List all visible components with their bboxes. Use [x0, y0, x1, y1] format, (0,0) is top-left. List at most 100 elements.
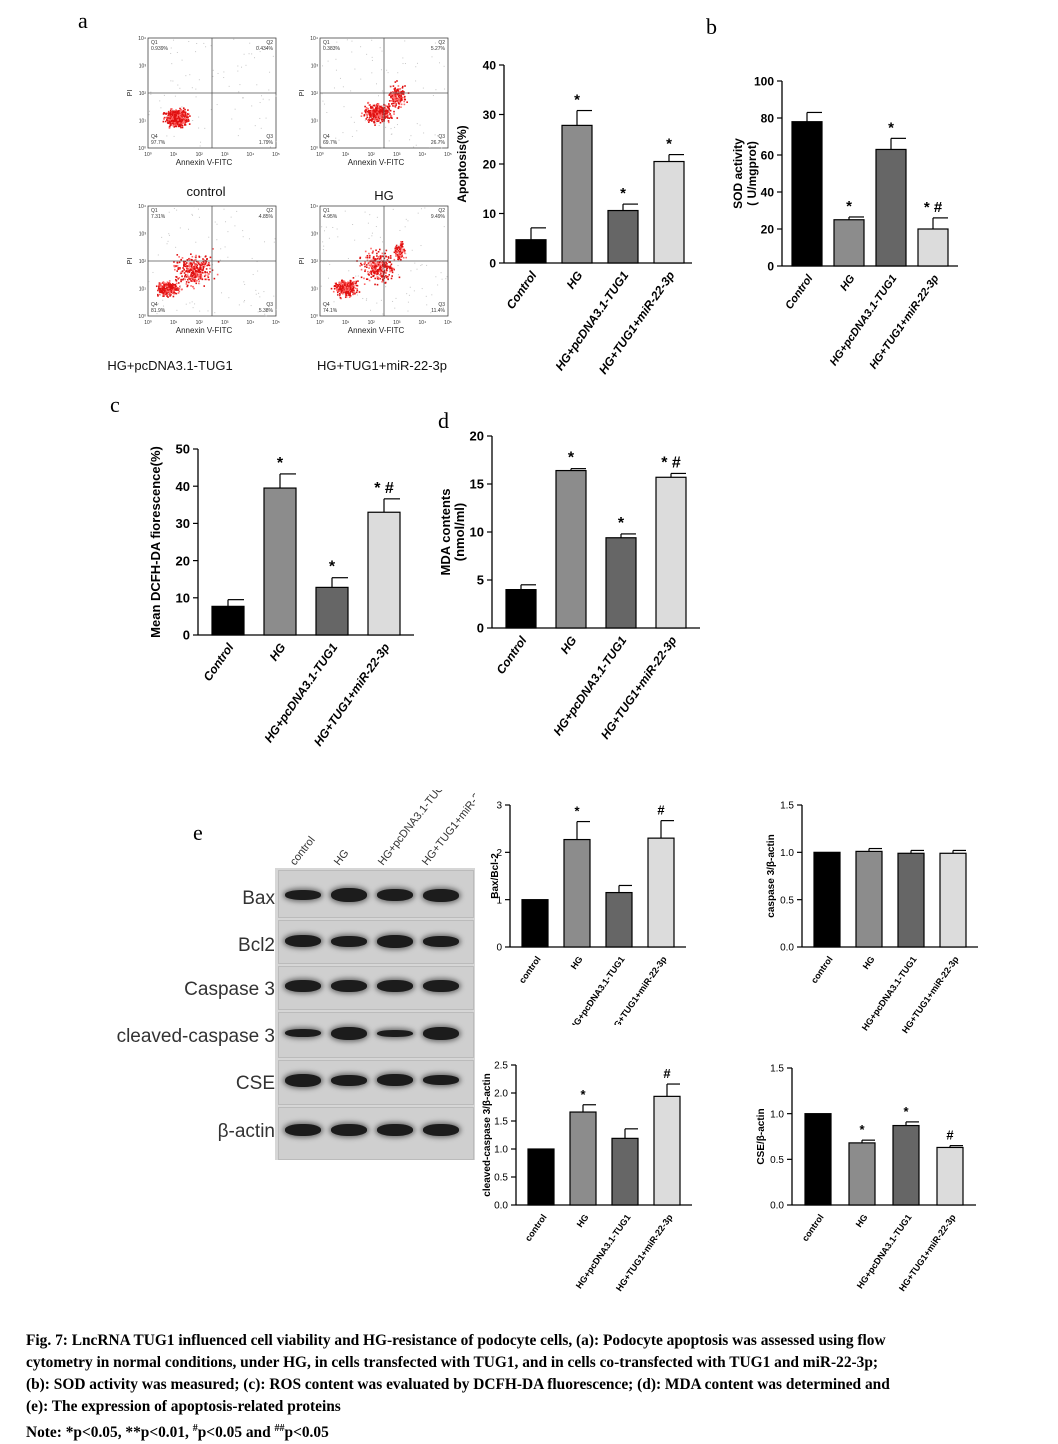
- event-dot: [364, 105, 366, 108]
- event-dot-sparse: [234, 108, 236, 110]
- event-dot-sparse: [216, 104, 218, 106]
- event-dot: [364, 250, 367, 253]
- event-dot: [204, 262, 207, 265]
- event-dot: [166, 295, 168, 297]
- event-dot: [399, 255, 402, 258]
- x-tick-label: 10²: [196, 320, 204, 326]
- event-dot-sparse: [397, 265, 399, 267]
- event-dot: [342, 280, 345, 282]
- event-dot: [392, 100, 395, 103]
- event-dot: [190, 280, 193, 282]
- bar: [211, 605, 245, 636]
- y-tick-label: 10: [470, 525, 484, 540]
- event-dot: [369, 103, 371, 106]
- event-dot-sparse: [258, 292, 260, 294]
- event-dot: [340, 283, 342, 285]
- event-dot: [170, 291, 173, 294]
- event-dot: [375, 117, 378, 120]
- event-dot: [385, 108, 388, 111]
- event-dot: [163, 289, 165, 291]
- quadrant-id: Q2: [438, 208, 445, 214]
- event-dot: [377, 250, 380, 253]
- event-dot: [386, 109, 389, 112]
- significance-mark: *: [580, 1087, 586, 1102]
- event-dot: [178, 111, 181, 113]
- event-dot: [394, 99, 396, 102]
- event-dot: [379, 121, 382, 124]
- event-dot-sparse: [414, 262, 416, 264]
- event-dot: [395, 246, 398, 249]
- event-dot-sparse: [153, 137, 155, 139]
- event-dot: [373, 109, 375, 111]
- event-dot-sparse: [242, 97, 244, 99]
- event-dot: [208, 264, 211, 267]
- event-dot: [174, 113, 177, 116]
- event-dot: [199, 270, 202, 273]
- event-dot: [378, 268, 381, 271]
- x-tick-label: 10³: [393, 152, 401, 158]
- event-dot: [157, 293, 159, 296]
- event-dot: [176, 287, 179, 289]
- flow-plot-name: HG+pcDNA3.1-TUG1: [107, 358, 232, 373]
- event-dot: [168, 126, 171, 128]
- event-dot-sparse: [354, 68, 356, 70]
- event-dot: [175, 123, 177, 126]
- event-dot-sparse: [329, 263, 331, 265]
- event-dot-sparse: [189, 302, 191, 304]
- event-dot: [391, 267, 393, 270]
- event-dot: [375, 112, 377, 115]
- event-dot: [384, 263, 386, 266]
- event-dot: [190, 258, 193, 261]
- event-dot: [162, 295, 164, 297]
- event-dot: [180, 271, 183, 274]
- event-dot: [385, 109, 387, 112]
- event-dot-sparse: [216, 239, 218, 241]
- event-dot-sparse: [364, 211, 366, 213]
- event-dot-sparse: [404, 63, 406, 65]
- event-dot: [194, 269, 197, 272]
- event-dot: [397, 247, 400, 249]
- event-dot-sparse: [181, 277, 183, 279]
- event-dot: [395, 95, 398, 98]
- event-dot-sparse: [379, 236, 381, 238]
- event-dot: [379, 277, 381, 280]
- event-dot: [364, 269, 367, 271]
- event-dot: [390, 91, 392, 94]
- event-dot-sparse: [420, 245, 422, 247]
- event-dot-sparse: [379, 116, 381, 118]
- event-dot-sparse: [362, 298, 364, 300]
- event-dot: [338, 283, 341, 286]
- event-dot: [381, 270, 383, 272]
- event-dot: [197, 262, 200, 264]
- event-dot: [344, 284, 346, 287]
- note-hash-2: ##: [274, 1423, 285, 1434]
- event-dot: [390, 277, 393, 280]
- event-dot-sparse: [198, 216, 200, 218]
- y-tick-label: 10⁰: [310, 146, 318, 152]
- event-dot-sparse: [179, 227, 181, 229]
- event-dot-sparse: [321, 226, 323, 228]
- event-dot: [184, 275, 186, 278]
- y-tick-label: 10: [176, 590, 190, 605]
- event-dot: [345, 291, 348, 294]
- event-dot: [355, 291, 358, 294]
- event-dot: [377, 103, 380, 105]
- blot-band: [331, 980, 367, 992]
- event-dot: [187, 277, 190, 279]
- bar: [527, 1148, 555, 1206]
- event-dot: [403, 98, 406, 101]
- event-dot: [345, 289, 347, 292]
- event-dot: [382, 270, 384, 273]
- significance-mark: *: [277, 455, 284, 472]
- event-dot: [380, 269, 383, 272]
- event-dot: [376, 273, 379, 275]
- event-dot: [371, 266, 373, 269]
- event-dot: [398, 251, 401, 254]
- y-tick-label: 1.0: [770, 1109, 784, 1120]
- event-dot: [382, 274, 385, 276]
- event-dot: [189, 275, 192, 277]
- blot-image: [275, 868, 475, 1160]
- event-dot-sparse: [195, 96, 197, 98]
